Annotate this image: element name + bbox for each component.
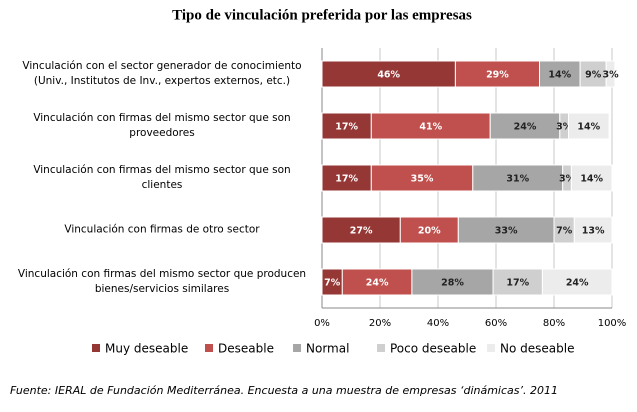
value-label: 14% (580, 174, 603, 185)
value-label: 24% (514, 122, 537, 133)
bar-segment (457, 216, 555, 244)
bar-segment (570, 164, 613, 192)
value-label: 24% (566, 278, 589, 289)
value-label: 17% (335, 174, 358, 185)
legend-label: Deseable (218, 342, 274, 356)
value-label: 35% (411, 174, 434, 185)
value-label: 3% (559, 174, 576, 185)
value-label: 7% (556, 226, 573, 237)
category-label: Vinculación con firmas del mismo sector … (33, 112, 291, 139)
category-label: Vinculación con firmas del mismo sector … (17, 268, 307, 295)
value-label: 14% (548, 70, 571, 81)
value-label: 13% (582, 226, 605, 237)
value-label: 7% (324, 278, 341, 289)
legend-swatch (293, 344, 301, 352)
legend-label: Normal (306, 342, 349, 356)
value-label: 3% (556, 122, 573, 133)
bar-segment (341, 268, 413, 296)
bar-segment (370, 164, 474, 192)
legend-swatch (487, 344, 495, 352)
value-label: 17% (506, 278, 529, 289)
legend-swatch (377, 344, 385, 352)
bar-segment (541, 268, 613, 296)
bar-segment (605, 60, 616, 88)
bar-segment (321, 60, 456, 88)
value-label: 24% (366, 278, 389, 289)
x-tick-label: 20% (369, 318, 391, 329)
chart-title: Tipo de vinculación preferida por las em… (172, 7, 472, 23)
legend-label: Muy deseable (105, 342, 188, 356)
value-label: 27% (350, 226, 373, 237)
x-tick-label: 0% (314, 318, 330, 329)
value-label: 29% (486, 70, 509, 81)
value-label: 31% (506, 174, 529, 185)
legend-label: Poco deseable (390, 342, 476, 356)
value-label: 28% (441, 278, 464, 289)
value-label: 46% (377, 70, 400, 81)
category-label: Vinculación con firmas de otro sector (64, 223, 260, 236)
category-label: Vinculación con el sector generador de c… (22, 60, 302, 87)
legend-label: No deseable (500, 342, 574, 356)
x-tick-label: 40% (427, 318, 449, 329)
legend-swatch (205, 344, 213, 352)
bar-segment (321, 216, 401, 244)
legend-swatch (92, 344, 100, 352)
value-label: 20% (418, 226, 441, 237)
bar-segment (568, 112, 610, 140)
x-tick-label: 60% (485, 318, 507, 329)
bar-segment (321, 112, 372, 140)
category-label: Vinculación con firmas del mismo sector … (33, 164, 291, 191)
value-label: 33% (495, 226, 518, 237)
value-label: 3% (602, 70, 619, 81)
x-tick-label: 100% (598, 318, 627, 329)
source: Fuente: IERAL de Fundación Mediterránea.… (10, 384, 558, 397)
value-label: 17% (335, 122, 358, 133)
bar-segment (579, 60, 607, 88)
x-tick-label: 80% (543, 318, 565, 329)
bar-segment (472, 164, 564, 192)
value-label: 9% (585, 70, 602, 81)
bar-segment (573, 216, 613, 244)
value-label: 41% (419, 122, 442, 133)
value-label: 14% (577, 122, 600, 133)
bar-segment (370, 112, 491, 140)
